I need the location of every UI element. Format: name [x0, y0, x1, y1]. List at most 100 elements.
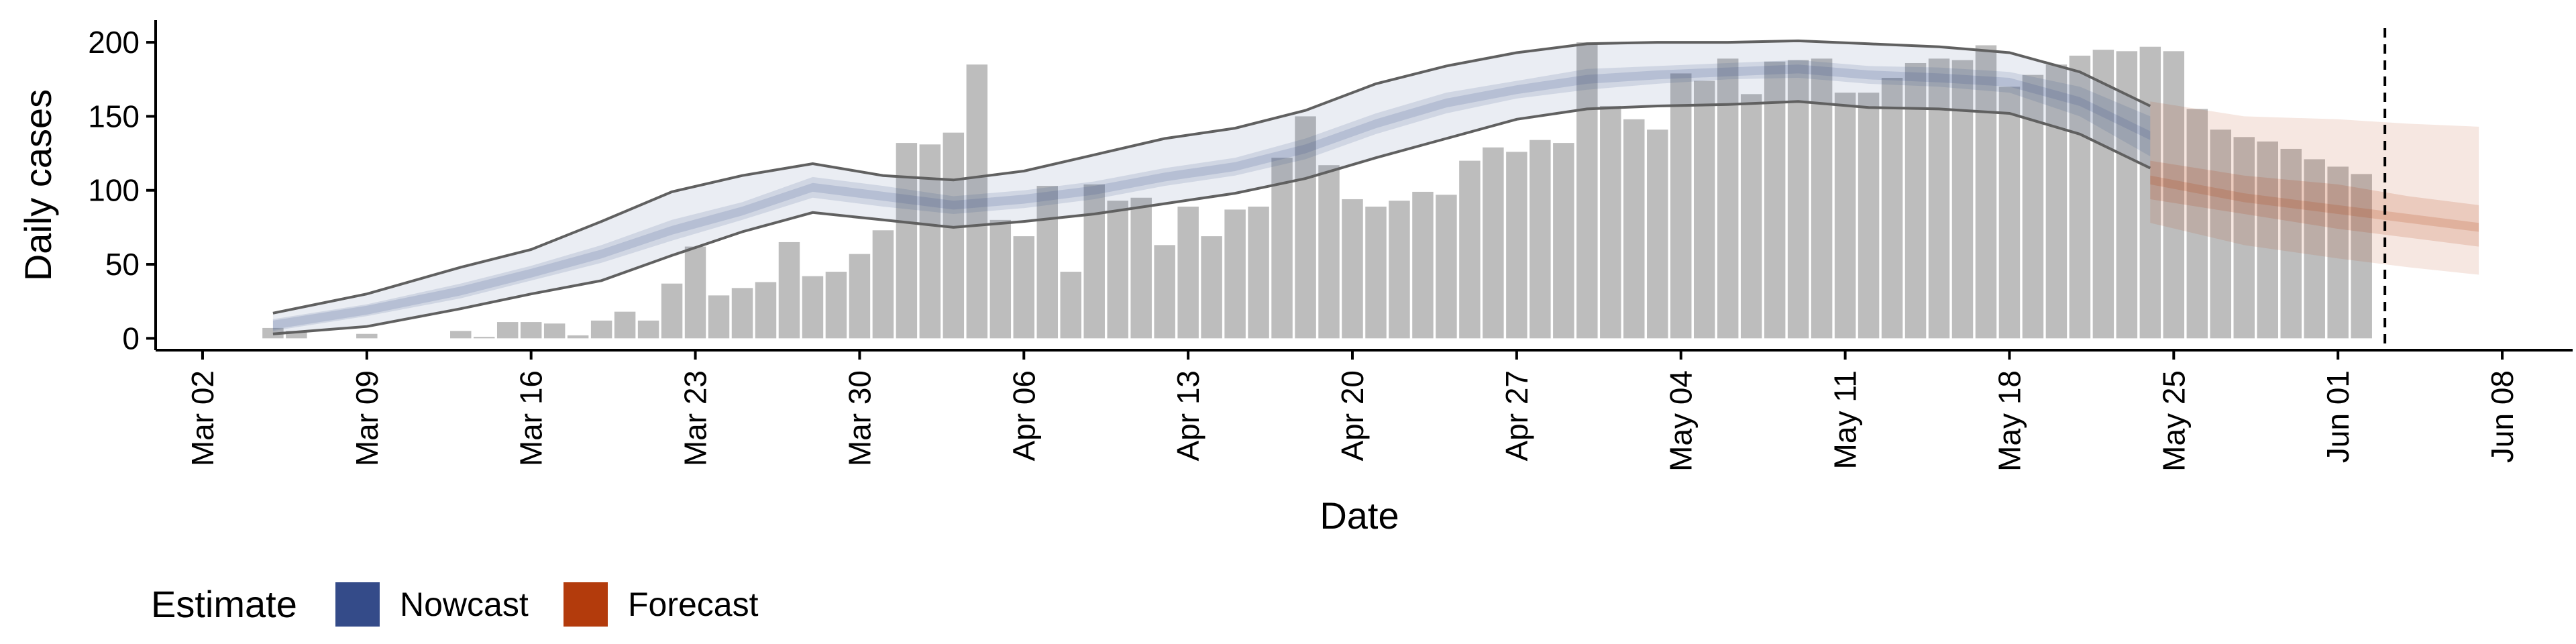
bar [825, 272, 847, 339]
bar [989, 219, 1012, 339]
nowcast-outer-band [272, 40, 2151, 334]
bar [1998, 87, 2021, 339]
bar [1670, 73, 1692, 339]
bar [1130, 197, 1152, 339]
x-tick-label: May 18 [1992, 370, 2027, 472]
bar [1951, 60, 1974, 339]
bar [1483, 147, 1504, 339]
nowcast-inner-band [272, 60, 2151, 331]
bar [1107, 201, 1128, 339]
bar [2092, 50, 2114, 339]
forecast-outer-band [2150, 101, 2479, 275]
bar [1529, 140, 1551, 339]
bar [1858, 93, 1880, 339]
nowcast-lower-line [272, 100, 2151, 335]
bar [1271, 158, 1293, 339]
x-tick-label: Jun 01 [2320, 370, 2355, 463]
y-tick-label: 150 [88, 99, 140, 133]
bar [614, 311, 636, 339]
bar [943, 132, 965, 339]
bar [1881, 78, 1903, 339]
x-tick-label: May 11 [1828, 370, 1863, 469]
bar [2163, 51, 2185, 339]
bar [496, 322, 519, 339]
bar [1201, 236, 1222, 339]
bar [1600, 105, 1621, 339]
y-axis: 0 50 100 150 200 [88, 20, 157, 356]
bar [778, 241, 800, 339]
bar [637, 320, 659, 339]
bar [2327, 166, 2349, 339]
bar [1295, 116, 1316, 339]
bar [1389, 201, 1410, 339]
nowcast-upper-line [272, 39, 2151, 315]
x-tick-label: Mar 30 [842, 370, 877, 466]
bar [1177, 206, 1199, 339]
legend-label-forecast: Forecast [628, 586, 759, 623]
bar [1553, 143, 1574, 339]
x-axis: Mar 02 Mar 09 Mar 16 Mar 23 Mar 30 Apr 06 Apr … [156, 349, 2573, 472]
x-tick-label: May 25 [2156, 370, 2191, 472]
bar [2233, 137, 2255, 339]
bar [356, 333, 378, 339]
y-tick-label: 50 [105, 247, 140, 282]
bar [802, 276, 824, 339]
x-tick-label: Apr 13 [1171, 370, 1205, 462]
forecast-median-band [2150, 175, 2479, 232]
x-tick-label: Apr 06 [1006, 370, 1041, 462]
y-tick-label: 100 [88, 173, 140, 208]
x-tick-label: Mar 23 [678, 370, 713, 466]
forecast-inner-band [2150, 160, 2479, 247]
bar [872, 230, 894, 339]
plot-area [262, 28, 2479, 350]
bar [2139, 46, 2161, 339]
bar [520, 322, 542, 339]
x-tick-label: Apr 20 [1335, 370, 1370, 462]
bar [1365, 206, 1387, 339]
legend-key-forecast [564, 582, 608, 627]
bar [1740, 94, 1762, 339]
legend-key-nowcast [335, 582, 380, 627]
bar [2045, 64, 2068, 339]
x-tick-label: Mar 02 [185, 370, 220, 466]
bar [2210, 129, 2232, 339]
x-tick-label: Mar 16 [514, 370, 549, 466]
x-tick-label: May 04 [1664, 370, 1699, 472]
bar [1224, 209, 1246, 339]
bar [1787, 60, 1809, 339]
bar [2257, 141, 2278, 339]
bar [684, 246, 706, 339]
x-tick-label: Apr 27 [1499, 370, 1534, 462]
bar [1506, 152, 1527, 339]
bar [2186, 109, 2208, 339]
bar [661, 283, 683, 339]
bar [1248, 206, 1269, 339]
bar [755, 282, 777, 339]
bar [2304, 159, 2325, 339]
bar [1834, 93, 1856, 339]
bar [849, 254, 871, 339]
bar [1764, 61, 1786, 339]
x-tick-label: Mar 09 [350, 370, 384, 466]
legend-title: Estimate [151, 583, 297, 625]
bar [450, 331, 472, 339]
forecast-ribbon [2150, 101, 2479, 275]
bar [1036, 186, 1058, 339]
bar [1928, 58, 1950, 339]
bar [731, 288, 753, 339]
y-axis-title: Daily cases [17, 89, 59, 281]
y-tick-label: 200 [88, 25, 140, 60]
bar [2351, 174, 2372, 339]
bar [286, 331, 307, 339]
y-tick-label: 0 [122, 321, 140, 356]
bar [1083, 184, 1105, 339]
bar [1060, 272, 1081, 339]
bar [2069, 55, 2091, 339]
bar [590, 320, 612, 339]
bar [1975, 45, 1997, 339]
bar [1647, 129, 1668, 339]
bar [1436, 195, 1457, 339]
bar [567, 335, 589, 339]
bar [1412, 191, 1434, 339]
